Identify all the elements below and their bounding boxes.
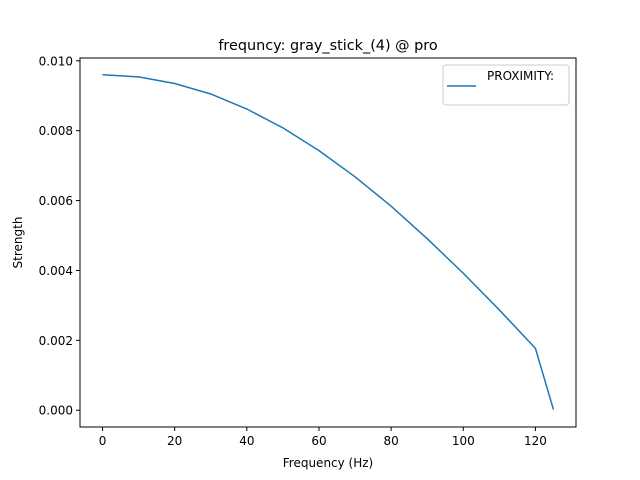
x-tick-label: 120 [524,434,547,448]
y-tick-label: 0.002 [39,334,73,348]
y-tick-label: 0.010 [39,54,73,68]
x-tick-label: 20 [167,434,182,448]
legend: PROXIMITY: [442,64,570,106]
x-tick-label: 60 [311,434,326,448]
axes-frame [79,57,577,428]
x-tick-label: 40 [239,434,254,448]
y-axis-label: Strength [11,217,25,269]
y-tick-label: 0.000 [39,404,73,418]
y-tick-label: 0.004 [39,264,73,278]
legend-box [442,64,570,106]
x-tick-label: 80 [383,434,398,448]
x-tick-label: 100 [452,434,475,448]
y-tick-label: 0.008 [39,124,73,138]
x-axis: 0 20 40 60 80 100 120 [99,427,547,448]
series-line [102,74,555,410]
x-tick-label: 0 [99,434,107,448]
y-tick-label: 0.006 [39,194,73,208]
x-axis-label: Frequency (Hz) [283,456,374,470]
chart-title: frequncy: gray_stick_(4) @ pro [218,38,438,54]
y-axis: 0.000 0.002 0.004 0.006 0.008 0.010 [39,54,80,418]
plot-area [102,74,555,410]
legend-label: PROXIMITY: [487,69,554,83]
